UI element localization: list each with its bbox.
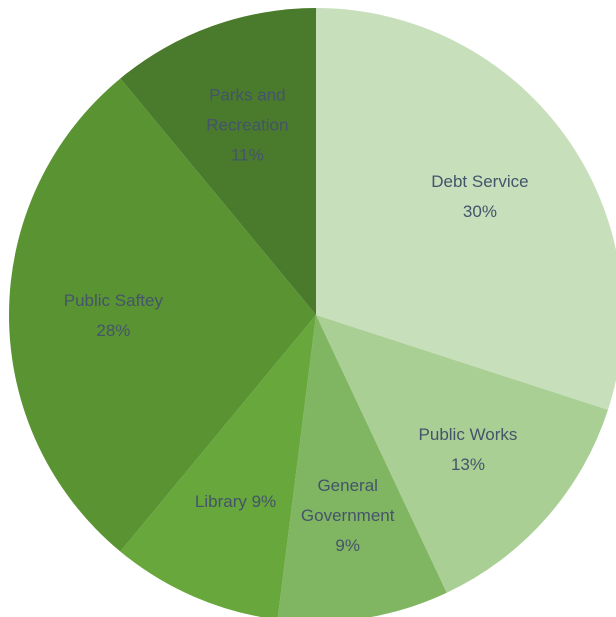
pie-slice-library	[120, 315, 316, 617]
pie-slice-general-government	[277, 315, 447, 617]
pie-slice-public-saftey	[9, 78, 317, 552]
slice-label-parks-and-recreation: Parks and Recreation 11%	[206, 85, 288, 164]
slice-label-debt-service: Debt Service 30%	[431, 172, 528, 221]
slice-label-general-government: General Government 9%	[301, 476, 395, 555]
slice-label-public-works: Public Works 13%	[419, 425, 518, 474]
slice-label-public-saftey: Public Saftey 28%	[64, 291, 164, 340]
pie-labels: Debt Service 30% Public Works 13% General Gov…	[64, 85, 529, 555]
pie-slices	[9, 8, 616, 617]
pie-slice-debt-service	[316, 8, 616, 410]
slice-label-library: Library 9%	[195, 492, 276, 511]
pie-slice-public-works	[316, 315, 608, 593]
pie-slice-parks-and-recreation	[120, 8, 316, 315]
